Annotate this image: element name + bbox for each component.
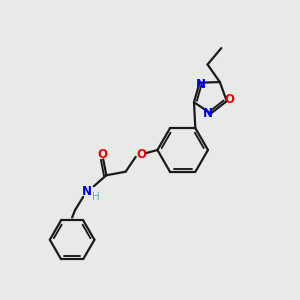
Text: N: N	[203, 107, 213, 120]
Text: N: N	[196, 78, 206, 91]
Text: O: O	[225, 93, 235, 106]
Text: H: H	[92, 192, 100, 202]
Text: O: O	[136, 148, 146, 161]
Text: O: O	[98, 148, 108, 161]
Text: N: N	[82, 185, 92, 198]
